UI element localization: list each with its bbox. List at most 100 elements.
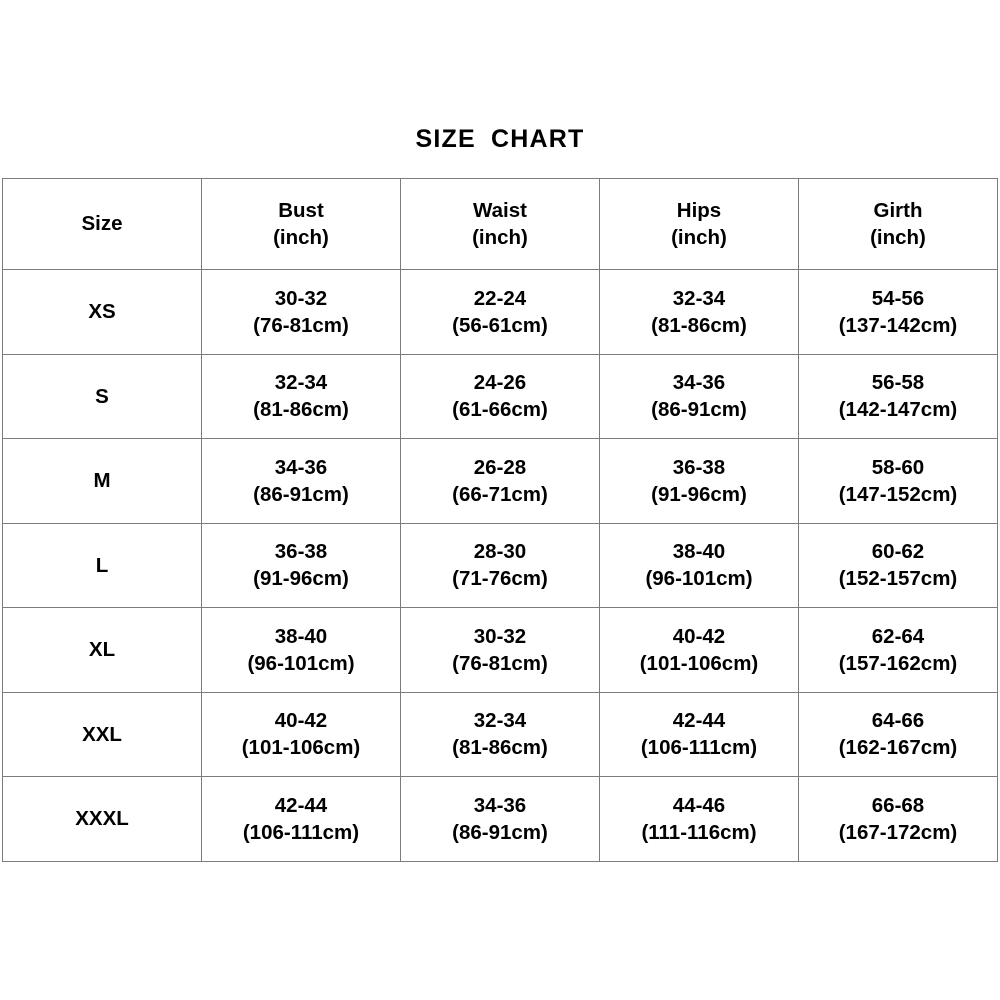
- cell-bust: 42-44 (106-111cm): [201, 776, 401, 862]
- girth-cm: (157-162cm): [838, 651, 958, 675]
- size-label: M: [93, 469, 111, 493]
- column-header-hips-label: Hips: [676, 198, 722, 222]
- cell-bust: 38-40 (96-101cm): [201, 607, 401, 693]
- cell-waist: 28-30 (71-76cm): [400, 522, 600, 608]
- hips-cm: (81-86cm): [651, 313, 747, 337]
- waist-inch: 22-24: [473, 286, 527, 310]
- column-header-girth-unit: (inch): [870, 226, 926, 249]
- girth-inch: 66-68: [871, 793, 925, 817]
- cell-size: XS: [2, 269, 202, 355]
- column-header-hips: Hips (inch): [599, 178, 799, 270]
- cell-hips: 38-40 (96-101cm): [599, 522, 799, 608]
- hips-cm: (91-96cm): [651, 482, 747, 506]
- cell-bust: 40-42 (101-106cm): [201, 691, 401, 777]
- cell-girth: 58-60 (147-152cm): [798, 438, 998, 524]
- bust-inch: 40-42: [274, 709, 328, 733]
- waist-inch: 30-32: [473, 624, 527, 648]
- table-row: XL 38-40 (96-101cm) 30-32 (76-81cm): [2, 607, 998, 693]
- waist-cm: (61-66cm): [452, 398, 548, 422]
- column-header-hips-unit: (inch): [671, 226, 727, 249]
- cell-hips: 44-46 (111-116cm): [599, 776, 799, 862]
- girth-cm: (167-172cm): [838, 820, 958, 844]
- hips-inch: 34-36: [672, 371, 726, 395]
- hips-cm: (96-101cm): [645, 567, 753, 591]
- girth-inch: 60-62: [871, 540, 925, 564]
- girth-cm: (147-152cm): [838, 482, 958, 506]
- cell-girth: 56-58 (142-147cm): [798, 353, 998, 439]
- bust-cm: (91-96cm): [253, 567, 349, 591]
- cell-hips: 42-44 (106-111cm): [599, 691, 799, 777]
- table-row: XS 30-32 (76-81cm) 22-24 (56-61cm): [2, 269, 998, 355]
- cell-bust: 36-38 (91-96cm): [201, 522, 401, 608]
- bust-cm: (96-101cm): [247, 651, 355, 675]
- table-row: XXL 40-42 (101-106cm) 32-34 (81-86cm): [2, 691, 998, 777]
- table-row: L 36-38 (91-96cm) 28-30 (71-76cm): [2, 522, 998, 608]
- column-header-bust: Bust (inch): [201, 178, 401, 270]
- hips-inch: 38-40: [672, 540, 726, 564]
- cell-girth: 54-56 (137-142cm): [798, 269, 998, 355]
- cell-bust: 30-32 (76-81cm): [201, 269, 401, 355]
- bust-inch: 30-32: [274, 286, 328, 310]
- waist-cm: (76-81cm): [452, 651, 548, 675]
- cell-bust: 32-34 (81-86cm): [201, 353, 401, 439]
- table-header-row: Size Bust (inch) Waist (inch): [2, 178, 998, 270]
- bust-inch: 42-44: [274, 793, 328, 817]
- size-label: XS: [88, 300, 116, 324]
- hips-inch: 44-46: [672, 793, 726, 817]
- size-label: XL: [88, 638, 116, 662]
- girth-inch: 54-56: [871, 286, 925, 310]
- hips-cm: (86-91cm): [651, 398, 747, 422]
- waist-cm: (71-76cm): [452, 567, 548, 591]
- cell-hips: 40-42 (101-106cm): [599, 607, 799, 693]
- hips-cm: (106-111cm): [640, 736, 758, 760]
- cell-waist: 32-34 (81-86cm): [400, 691, 600, 777]
- waist-cm: (66-71cm): [452, 482, 548, 506]
- waist-cm: (56-61cm): [452, 313, 548, 337]
- waist-inch: 24-26: [473, 371, 527, 395]
- cell-waist: 26-28 (66-71cm): [400, 438, 600, 524]
- column-header-girth-label: Girth: [873, 198, 923, 222]
- column-header-bust-unit: (inch): [273, 226, 329, 249]
- hips-inch: 42-44: [672, 709, 726, 733]
- column-header-size: Size: [2, 178, 202, 270]
- page-title: SIZE CHART: [415, 125, 585, 153]
- cell-hips: 34-36 (86-91cm): [599, 353, 799, 439]
- cell-waist: 34-36 (86-91cm): [400, 776, 600, 862]
- cell-girth: 60-62 (152-157cm): [798, 522, 998, 608]
- column-header-girth: Girth (inch): [798, 178, 998, 270]
- column-header-waist-unit: (inch): [472, 226, 528, 249]
- bust-cm: (81-86cm): [253, 398, 349, 422]
- size-chart-table: Size Bust (inch) Waist (inch): [2, 178, 998, 862]
- waist-inch: 32-34: [473, 709, 527, 733]
- column-header-size-label: Size: [81, 212, 123, 236]
- waist-inch: 34-36: [473, 793, 527, 817]
- cell-size: XL: [2, 607, 202, 693]
- hips-inch: 36-38: [672, 455, 726, 479]
- girth-cm: (137-142cm): [838, 313, 958, 337]
- cell-size: L: [2, 522, 202, 608]
- cell-waist: 22-24 (56-61cm): [400, 269, 600, 355]
- bust-inch: 32-34: [274, 371, 328, 395]
- cell-bust: 34-36 (86-91cm): [201, 438, 401, 524]
- cell-waist: 24-26 (61-66cm): [400, 353, 600, 439]
- hips-inch: 32-34: [672, 286, 726, 310]
- girth-inch: 58-60: [871, 455, 925, 479]
- waist-cm: (86-91cm): [452, 820, 548, 844]
- hips-cm: (101-106cm): [639, 651, 759, 675]
- size-label: L: [95, 553, 109, 577]
- waist-inch: 26-28: [473, 455, 527, 479]
- table-row: M 34-36 (86-91cm) 26-28 (66-71cm): [2, 438, 998, 524]
- girth-cm: (162-167cm): [838, 736, 958, 760]
- bust-cm: (106-111cm): [242, 820, 360, 844]
- girth-inch: 56-58: [871, 371, 925, 395]
- cell-size: M: [2, 438, 202, 524]
- cell-hips: 32-34 (81-86cm): [599, 269, 799, 355]
- size-label: S: [95, 384, 109, 408]
- bust-cm: (76-81cm): [253, 313, 349, 337]
- cell-girth: 66-68 (167-172cm): [798, 776, 998, 862]
- bust-inch: 38-40: [274, 624, 328, 648]
- cell-girth: 62-64 (157-162cm): [798, 607, 998, 693]
- hips-inch: 40-42: [672, 624, 726, 648]
- cell-size: XXXL: [2, 776, 202, 862]
